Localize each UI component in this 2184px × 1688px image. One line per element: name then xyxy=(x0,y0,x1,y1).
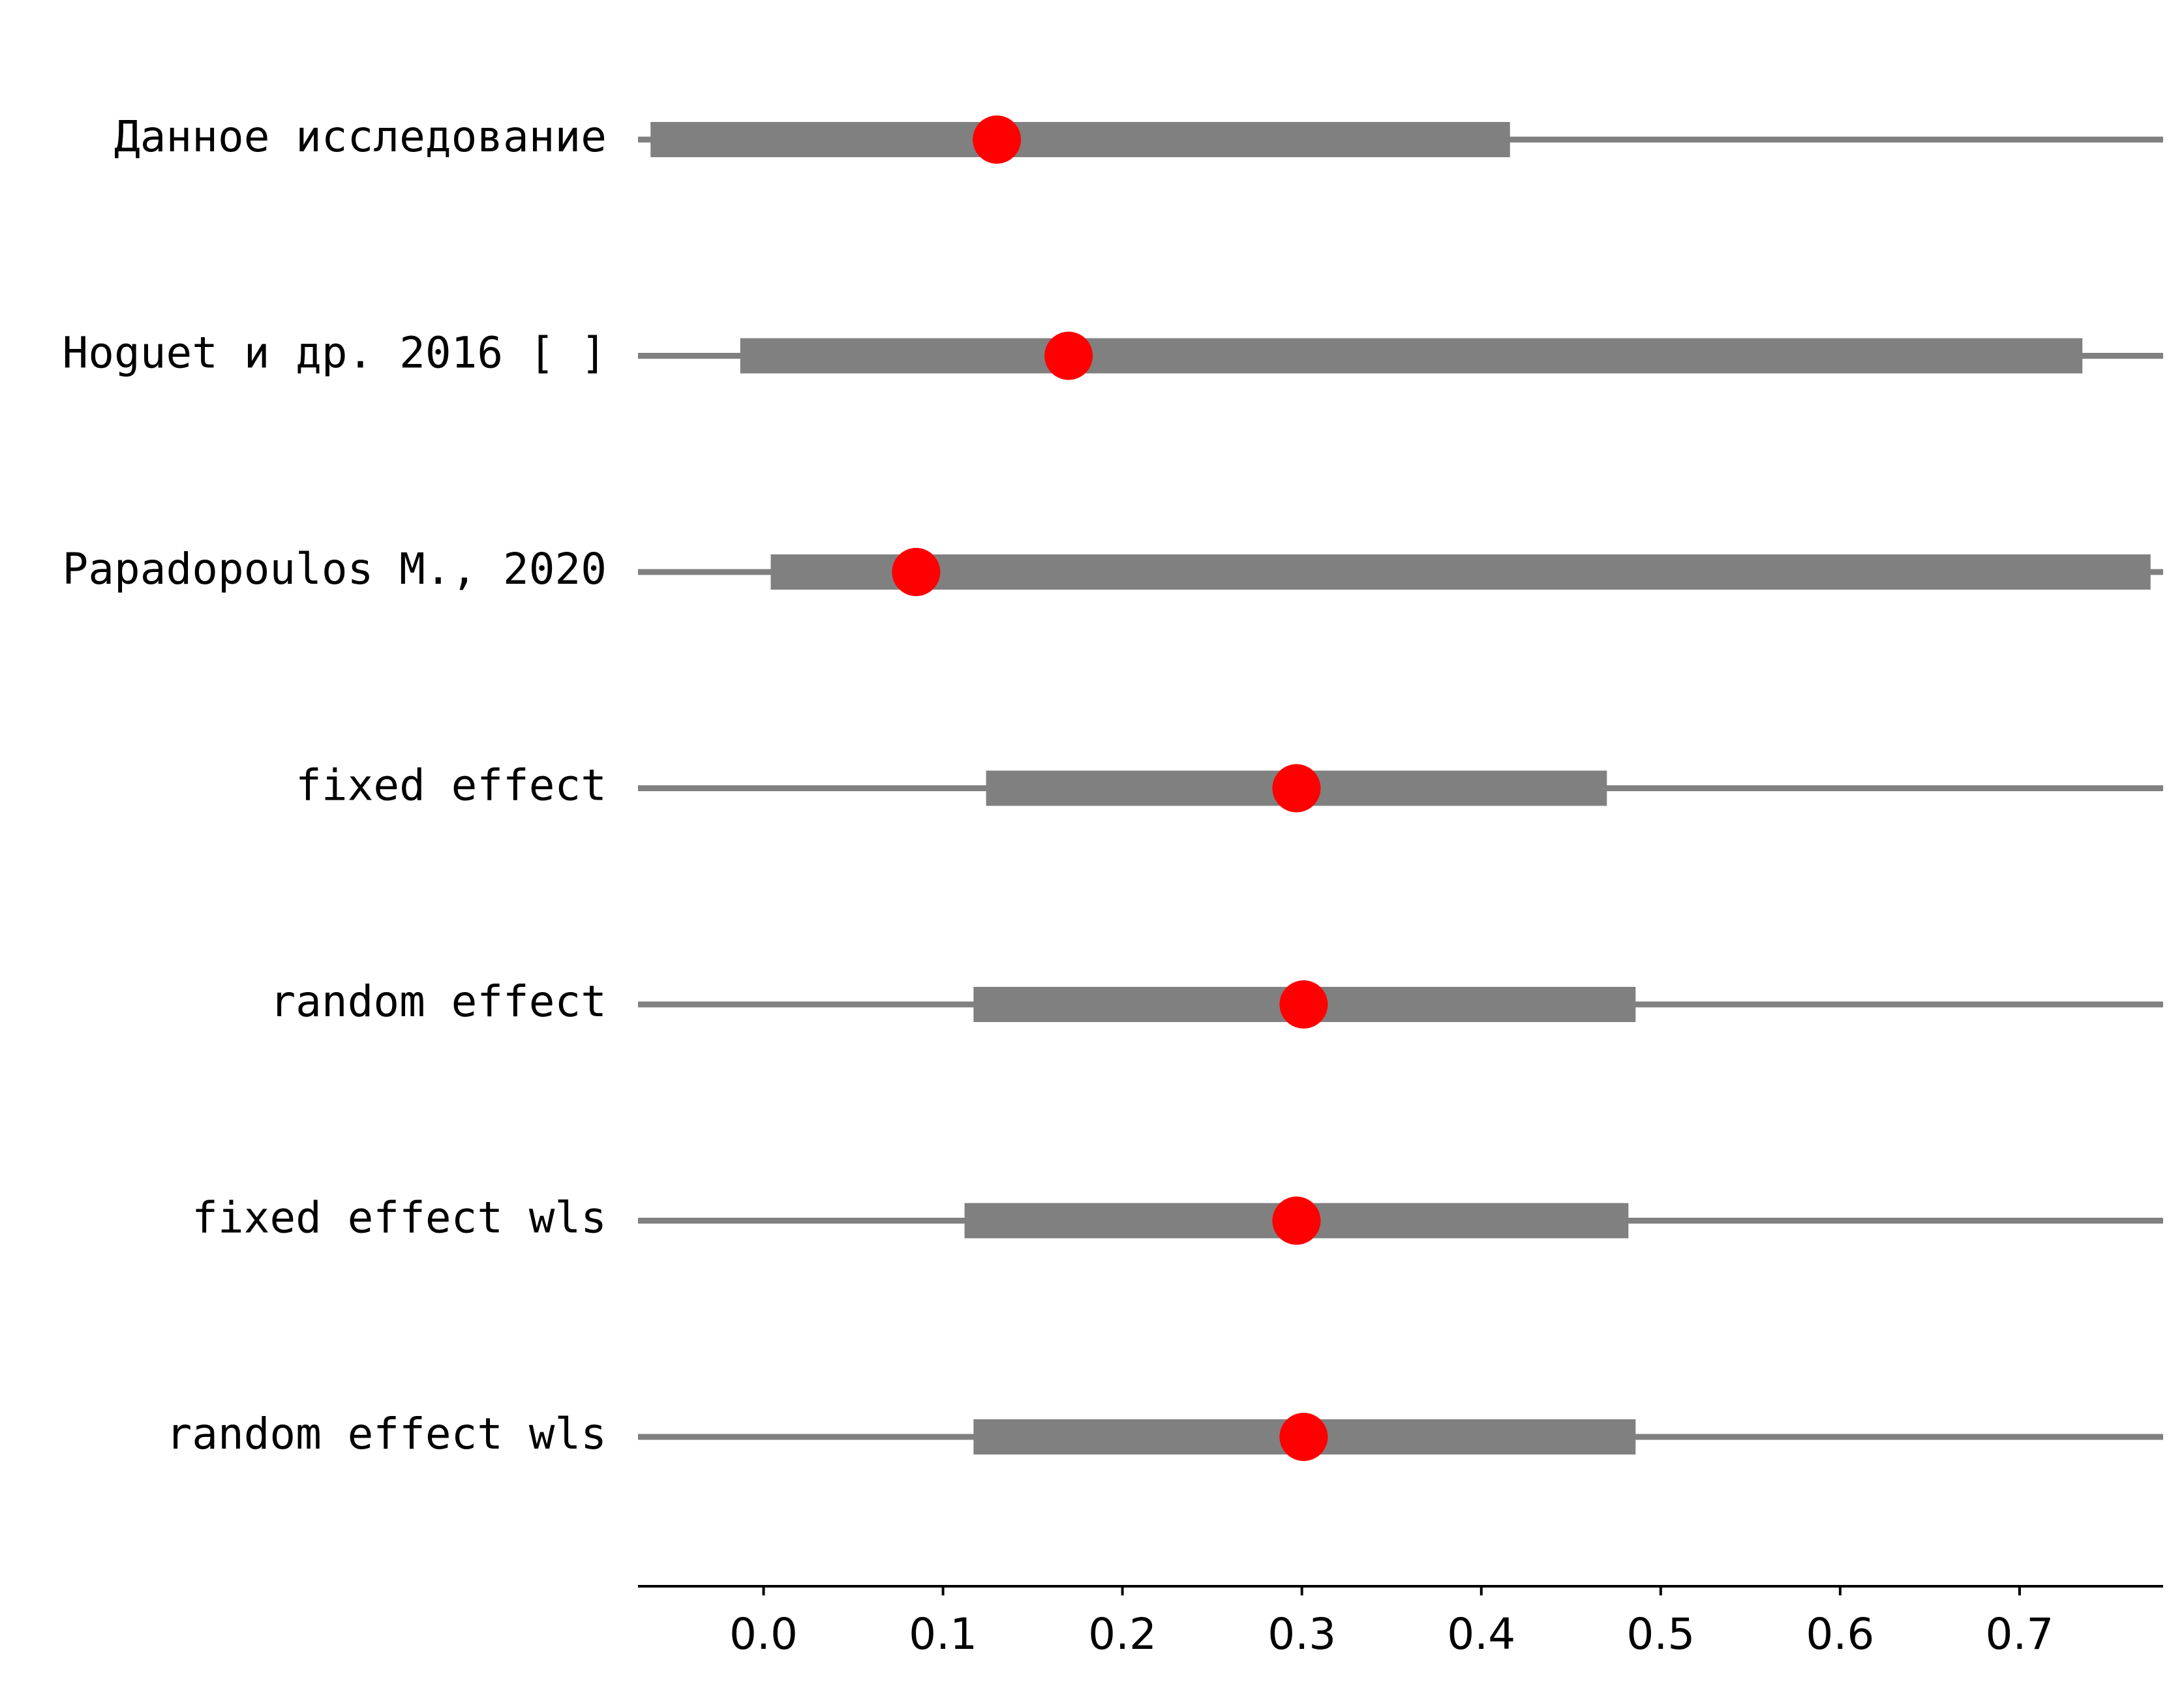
x-tick-label: 0.3 xyxy=(1267,1609,1336,1659)
forest-row: Papadopoulos M., 2020 xyxy=(63,544,2163,596)
x-tick-label: 0.0 xyxy=(729,1609,798,1659)
forest-row: Hoguet и др. 2016 [ ] xyxy=(63,328,2163,380)
point-estimate-marker xyxy=(1272,1196,1321,1245)
row-label: Hoguet и др. 2016 [ ] xyxy=(63,328,607,378)
row-label: Papadopoulos M., 2020 xyxy=(63,544,607,594)
point-estimate-marker xyxy=(1279,980,1328,1029)
forest-row: random effect xyxy=(269,976,2163,1029)
forest-rows: Данное исследование Hoguet и др. 2016 [ ]… xyxy=(63,112,2163,1461)
forest-row: fixed effect xyxy=(296,761,2163,813)
x-tick-label: 0.1 xyxy=(909,1609,977,1659)
point-estimate-marker xyxy=(1272,764,1321,813)
forest-row: fixed effect wls xyxy=(192,1193,2163,1245)
forest-row: random effect wls xyxy=(166,1409,2163,1461)
row-label: random effect wls xyxy=(166,1409,607,1459)
x-tick-label: 0.4 xyxy=(1447,1609,1515,1659)
row-label: random effect xyxy=(269,976,607,1027)
x-tick-label: 0.5 xyxy=(1626,1609,1695,1659)
inner-interval-bar xyxy=(770,554,2151,590)
x-tick-label: 0.2 xyxy=(1088,1609,1157,1659)
point-estimate-marker xyxy=(1279,1413,1328,1461)
point-estimate-marker xyxy=(973,115,1022,164)
inner-interval-bar xyxy=(650,122,1510,157)
x-tick-label: 0.7 xyxy=(1985,1609,2054,1659)
x-tick-label: 0.6 xyxy=(1806,1609,1874,1659)
row-label: fixed effect wls xyxy=(192,1193,607,1243)
point-estimate-marker xyxy=(1044,331,1093,380)
inner-interval-bar xyxy=(740,338,2083,374)
row-label: fixed effect xyxy=(296,761,607,811)
row-label: Данное исследование xyxy=(114,112,607,162)
x-axis-ticks: 0.0 0.1 0.2 0.3 0.4 0.5 0.6 0.7 xyxy=(729,1586,2054,1659)
point-estimate-marker xyxy=(892,548,941,596)
forest-row: Данное исследование xyxy=(114,112,2163,164)
